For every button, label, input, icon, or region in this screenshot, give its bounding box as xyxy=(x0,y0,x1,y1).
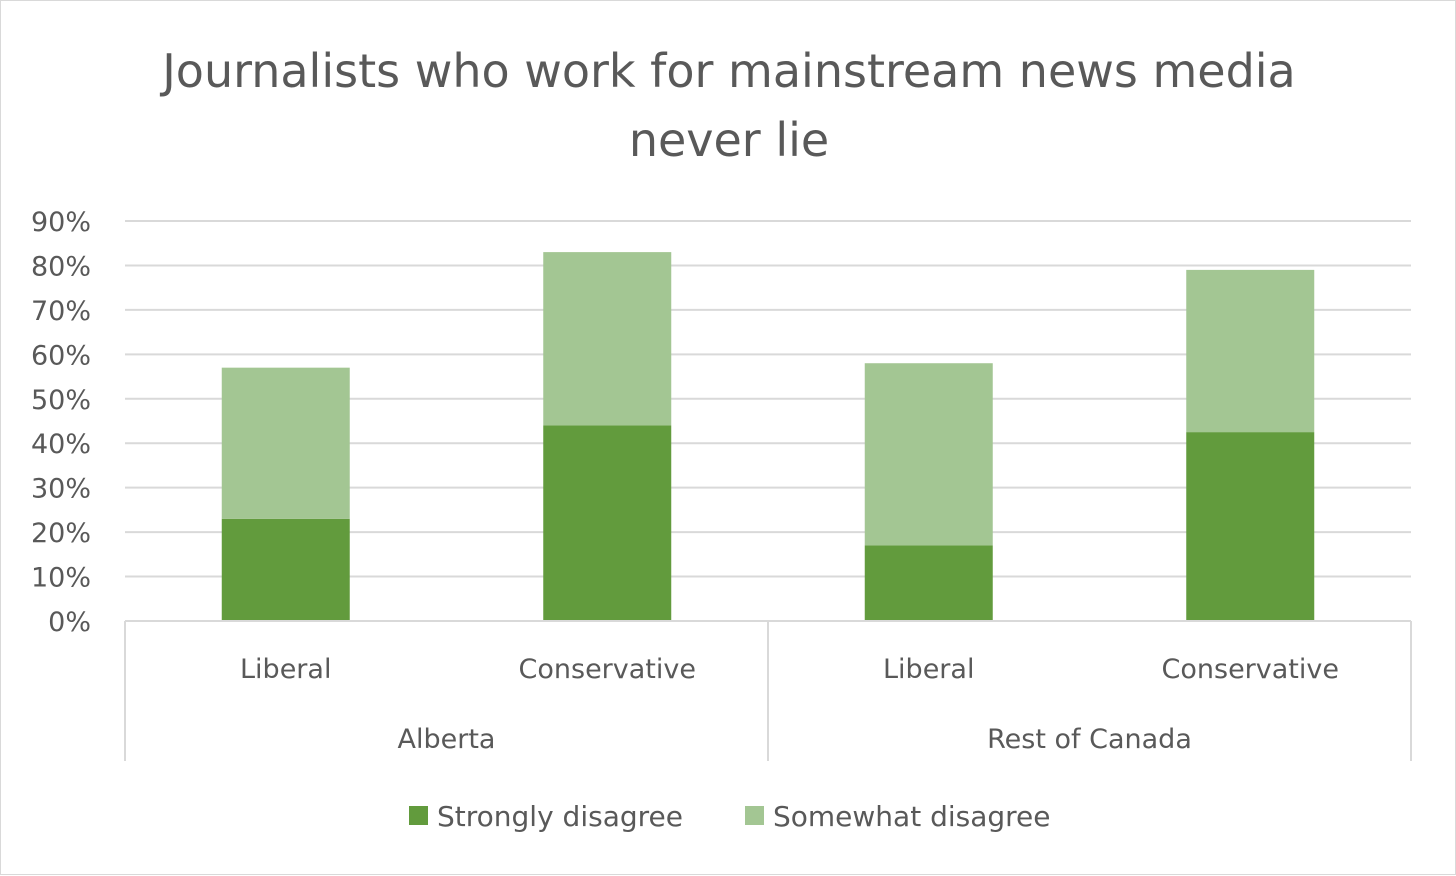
x-group-label: Alberta xyxy=(398,724,496,755)
bar-somewhat-disagree xyxy=(543,252,672,426)
legend-swatch xyxy=(409,806,428,825)
y-tick-label: 40% xyxy=(31,429,91,460)
x-category-label: Conservative xyxy=(1162,654,1339,685)
bar-strongly-disagree xyxy=(221,518,350,621)
y-tick-label: 60% xyxy=(31,340,91,371)
legend-item: Strongly disagree xyxy=(409,800,683,833)
bar-strongly-disagree xyxy=(864,545,993,621)
bar-strongly-disagree xyxy=(543,425,672,621)
axis-layer: 0% 10% 20% 30% 40% 50% 60% 70% 80% 90% Liberal Cons… xyxy=(31,207,1412,761)
chart-title-line-2: never lie xyxy=(629,113,829,167)
y-tick-label: 0% xyxy=(48,607,91,638)
x-category-label: Liberal xyxy=(240,654,331,685)
legend-label: Somewhat disagree xyxy=(773,800,1051,833)
y-tick-label: 70% xyxy=(31,296,91,327)
y-tick-label: 80% xyxy=(31,251,91,282)
bars-layer xyxy=(221,252,1315,621)
bar-somewhat-disagree xyxy=(221,367,350,519)
y-tick-label: 50% xyxy=(31,385,91,416)
legend-swatch xyxy=(745,806,764,825)
bar-somewhat-disagree xyxy=(1186,269,1315,433)
x-group-label: Rest of Canada xyxy=(987,724,1192,755)
x-category-label: Conservative xyxy=(519,654,696,685)
y-tick-label: 30% xyxy=(31,474,91,505)
y-tick-label: 90% xyxy=(31,207,91,238)
bar-strongly-disagree xyxy=(1186,432,1315,621)
y-tick-label: 20% xyxy=(31,518,91,549)
legend: Strongly disagree Somewhat disagree xyxy=(409,800,1051,833)
chart-title-line-1: Journalists who work for mainstream news… xyxy=(159,44,1296,98)
x-category-label: Liberal xyxy=(883,654,974,685)
legend-item: Somewhat disagree xyxy=(745,800,1051,833)
legend-label: Strongly disagree xyxy=(437,800,683,833)
y-tick-label: 10% xyxy=(31,563,91,594)
bar-somewhat-disagree xyxy=(864,363,993,546)
